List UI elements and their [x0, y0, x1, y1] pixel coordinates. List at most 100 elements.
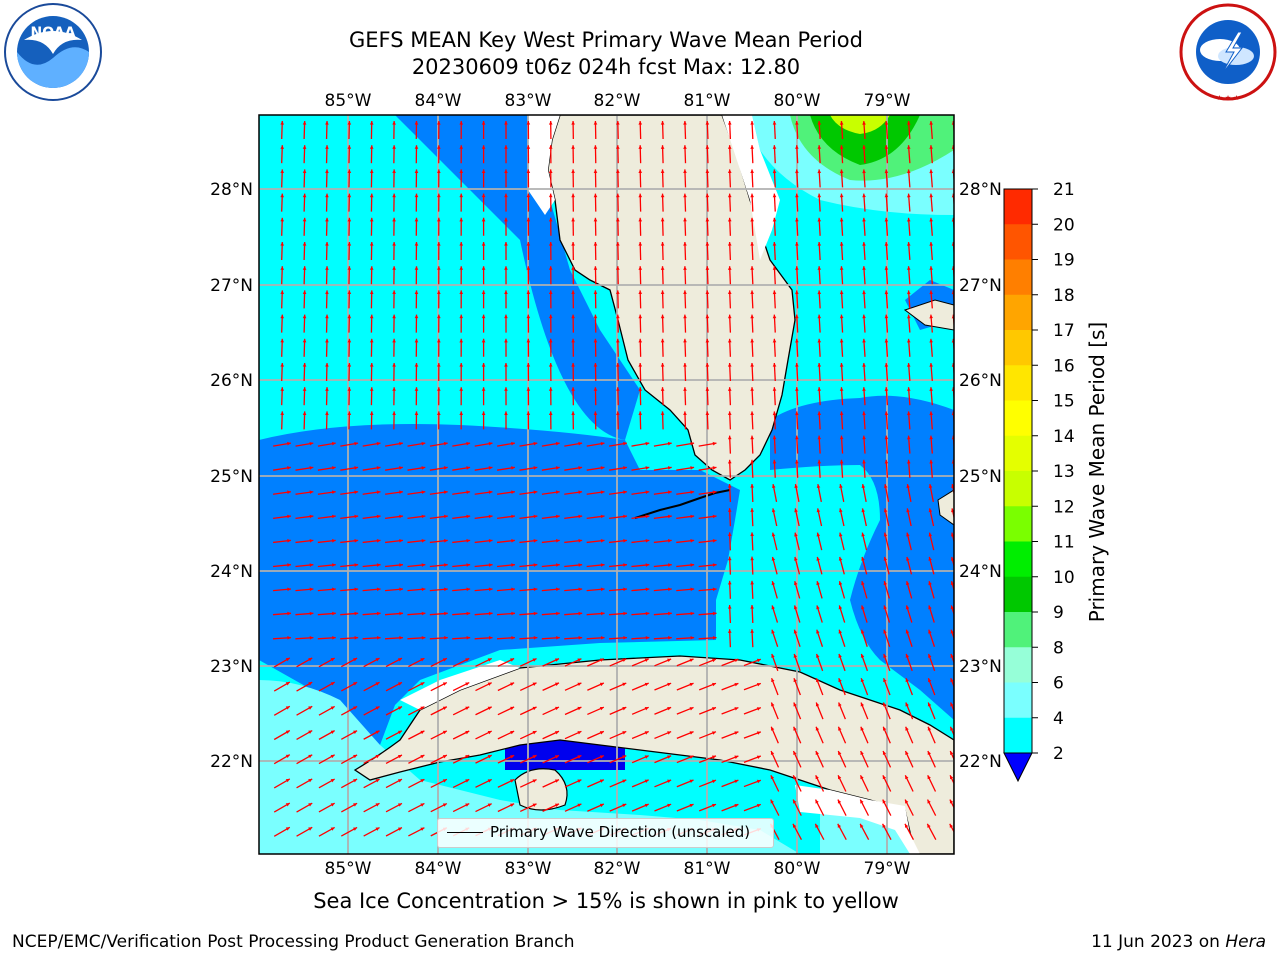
wave-arrow-head: [771, 605, 775, 610]
wave-arrow-head: [526, 338, 531, 343]
wave-arrow-head: [347, 363, 352, 367]
wave-arrow-head: [442, 730, 447, 735]
wave-arrow-head: [593, 363, 598, 367]
wave-arrow-head: [302, 242, 307, 246]
colorbar-band: [1004, 471, 1032, 507]
wave-arrow-head: [928, 532, 933, 537]
lon-tick-bottom: 84°W: [415, 859, 462, 879]
wave-arrow-head: [667, 779, 672, 784]
wave-arrow-head: [623, 636, 627, 640]
wave-arrow-head: [616, 387, 620, 391]
wave-arrow-head: [929, 363, 933, 367]
wave-arrow-head: [727, 508, 732, 512]
wave-arrow-head: [392, 193, 396, 198]
wave-arrow-head: [862, 169, 866, 174]
wave-arrow-head: [578, 538, 583, 543]
wave-arrow-head: [302, 411, 307, 416]
wave-arrow-head: [556, 611, 560, 616]
wave-arrow-head: [330, 754, 335, 759]
wave-arrow-head: [330, 730, 335, 734]
wave-arrow-head: [466, 514, 471, 519]
wave-arrow-head: [280, 338, 285, 343]
wave-arrow-head: [712, 514, 717, 519]
wave-arrow-head: [690, 587, 695, 592]
wave-arrow-head: [437, 411, 441, 415]
colorbar-tick-label: 11: [1053, 533, 1075, 553]
yellow-green-core: [830, 115, 890, 134]
wave-arrow-head: [392, 266, 396, 270]
wave-arrow-head: [906, 411, 911, 416]
wave-arrow-head: [927, 678, 932, 683]
wave-arrow-head: [533, 490, 538, 495]
wave-arrow-head: [711, 731, 716, 735]
wave-arrow-head: [683, 121, 687, 125]
wave-arrow-head: [660, 290, 665, 295]
wave-arrow-head: [376, 466, 381, 470]
wave-arrow-head: [690, 441, 695, 446]
wave-arrow-head: [616, 411, 620, 416]
wave-arrow-head: [884, 266, 889, 270]
legend-label: Primary Wave Direction (unscaled): [490, 823, 751, 841]
wave-arrow-head: [369, 411, 374, 416]
wave-arrow-head: [420, 658, 425, 662]
wave-arrow-head: [622, 682, 627, 687]
wave-arrow-head: [332, 636, 336, 640]
wave-arrow-head: [683, 242, 687, 246]
wave-arrow-head: [839, 290, 844, 295]
wave-arrow-head: [750, 290, 754, 295]
wave-arrow-head: [884, 193, 889, 198]
lat-tick-left: 24°N: [210, 562, 253, 582]
wave-arrow-head: [487, 730, 492, 735]
wave-arrow-head: [593, 145, 598, 149]
wave-arrow-head: [599, 658, 604, 662]
wave-arrow-head: [578, 587, 583, 592]
wave-arrow-head: [770, 775, 775, 780]
wave-arrow-head: [285, 778, 290, 783]
short-period-nw: [395, 115, 640, 440]
wave-arrow-head: [548, 314, 553, 319]
wave-arrow-head: [555, 466, 560, 470]
wave-arrow-head: [548, 266, 553, 270]
wave-arrow-head: [862, 363, 866, 367]
wave-arrow-head: [437, 338, 441, 343]
wave-arrow-head: [511, 636, 515, 640]
wave-arrow-head: [795, 121, 799, 125]
colorbar-band: [1004, 224, 1032, 260]
wave-arrow-head: [347, 121, 352, 125]
wave-arrow-head: [772, 169, 777, 174]
wave-arrow-head: [884, 290, 889, 295]
wave-arrow-head: [750, 121, 754, 125]
wave-arrow-head: [397, 803, 402, 807]
wave-arrow-head: [392, 338, 396, 343]
wave-arrow-head: [750, 363, 754, 367]
wave-arrow-head: [309, 636, 314, 640]
wave-arrow-head: [308, 827, 313, 831]
lat-tick-left: 28°N: [210, 180, 253, 200]
wave-arrow-head: [705, 242, 710, 246]
wave-arrow-head: [905, 581, 910, 586]
wave-arrow-head: [705, 411, 710, 416]
wave-arrow-head: [504, 338, 508, 343]
colorbar-tick-label: 10: [1053, 568, 1075, 588]
colorbar-band: [1004, 400, 1032, 437]
wave-arrow-head: [600, 611, 605, 616]
wave-arrow-head: [690, 514, 695, 519]
wave-arrow-head: [638, 387, 643, 391]
wave-arrow-head: [905, 799, 909, 804]
wave-arrow-head: [376, 538, 381, 543]
wave-arrow-head: [347, 193, 352, 198]
wave-arrow-head: [689, 707, 694, 711]
wave-arrow-head: [949, 823, 954, 828]
wave-arrow-head: [526, 314, 531, 319]
wave-arrow-head: [325, 290, 329, 295]
wave-arrow-head: [488, 441, 493, 446]
wave-arrow-head: [667, 707, 672, 711]
wave-arrow-head: [488, 538, 493, 543]
wave-arrow-head: [526, 242, 531, 246]
wave-arrow-head: [750, 435, 754, 440]
wave-arrow-head: [376, 611, 381, 616]
wave-arrow-head: [481, 290, 486, 294]
wave-arrow-head: [771, 629, 775, 634]
wave-arrow-head: [772, 314, 777, 319]
bottom-lon-labels: 85°W 84°W 83°W 82°W 81°W 80°W 79°W: [325, 859, 911, 879]
